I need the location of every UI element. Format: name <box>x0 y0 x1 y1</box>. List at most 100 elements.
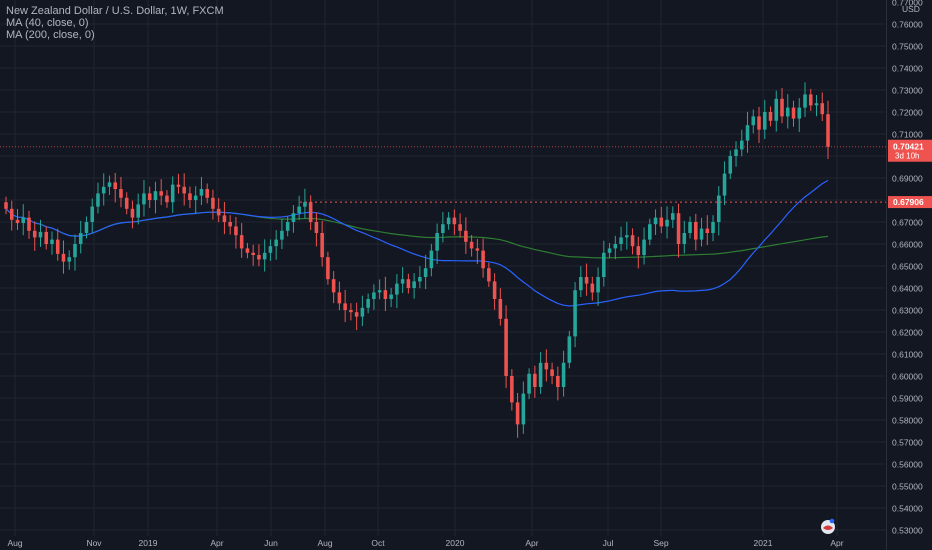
candle-down <box>320 233 324 258</box>
candle-up <box>395 283 399 295</box>
candle-down <box>487 268 491 282</box>
candle-up <box>774 98 779 121</box>
candle-up <box>625 235 629 238</box>
candle-up <box>734 149 738 156</box>
candle-up <box>21 217 26 224</box>
candle-up <box>400 279 405 284</box>
candle-up <box>285 222 290 231</box>
candle-down <box>176 184 181 187</box>
candle-up <box>602 252 606 277</box>
level-price-tag <box>888 196 932 209</box>
candle-down <box>165 195 169 203</box>
candle-up <box>762 112 767 130</box>
ma40-path <box>5 179 829 307</box>
candle-up <box>412 281 416 288</box>
indicator-ma40[interactable]: MA (40, close, 0) <box>6 17 89 29</box>
candle-down <box>331 279 336 293</box>
candle-down <box>515 402 520 425</box>
time-tick-label: Nov <box>86 538 102 548</box>
price-tick-label: 0.53000 <box>892 526 923 536</box>
candle-up <box>50 239 54 244</box>
candle-down <box>826 114 830 147</box>
candle-up <box>291 213 296 222</box>
candle-up <box>435 233 439 251</box>
countdown-label: 3d 10h <box>895 152 919 161</box>
candle-down <box>492 281 497 299</box>
last-price-label: 0.70421 <box>893 142 924 152</box>
price-tick-label: 0.55000 <box>892 482 923 492</box>
candle-down <box>159 191 163 196</box>
candle-down <box>481 250 485 269</box>
time-tick-label: Apr <box>830 538 843 548</box>
candle-down <box>308 202 313 222</box>
candle-down <box>245 248 250 253</box>
symbol-title[interactable]: New Zealand Dollar / U.S. Dollar, 1W, FX… <box>6 5 224 17</box>
candle-up <box>274 239 278 247</box>
price-axis[interactable]: 0.77000 0.76000 0.75000 0.74000 0.73000 0.720… <box>886 0 932 550</box>
candle-down <box>314 222 319 233</box>
price-tick-label: 0.65000 <box>892 262 923 272</box>
candle-up <box>561 362 566 387</box>
candle-down <box>257 255 261 260</box>
candle-up <box>607 248 612 253</box>
candle-down <box>510 376 514 403</box>
candle-up <box>153 191 158 200</box>
candle-up <box>84 222 89 233</box>
candle-up <box>665 219 669 227</box>
candle-up <box>268 246 273 253</box>
candle-down <box>147 193 152 200</box>
candle-down <box>768 112 773 121</box>
candle-up <box>711 222 715 233</box>
time-tick-label: 2021 <box>754 538 773 548</box>
candle-up <box>73 244 77 258</box>
candle-up <box>280 230 284 240</box>
price-unit-label: USD <box>902 4 920 14</box>
candle-up <box>699 228 704 240</box>
candle-down <box>544 362 549 370</box>
brand-logo-icon[interactable] <box>819 517 837 535</box>
candle-down <box>188 193 192 200</box>
candle-down <box>757 116 761 130</box>
candle-up <box>785 107 790 117</box>
time-axis[interactable]: Aug Nov 2019 Apr Jun Aug Oct 2020 Apr Jul Sep 2021 A… <box>7 538 843 548</box>
candle-up <box>573 290 577 337</box>
candle-down <box>44 231 49 244</box>
candle-up <box>579 277 583 291</box>
candle-down <box>808 94 813 106</box>
time-tick-label: Jun <box>264 538 278 548</box>
candle-up <box>193 195 198 200</box>
price-tick-label: 0.63000 <box>892 306 923 316</box>
candle-up <box>101 186 106 194</box>
candle-down <box>705 228 710 233</box>
candle-down <box>234 226 238 236</box>
candle-down <box>556 376 560 387</box>
candle-down <box>406 279 411 288</box>
time-tick-label: 2019 <box>139 538 158 548</box>
price-tick-label: 0.59000 <box>892 394 923 404</box>
price-tick-label: 0.64000 <box>892 284 923 294</box>
candle-down <box>113 182 117 189</box>
candle-up <box>96 193 100 207</box>
candle-down <box>337 292 342 304</box>
price-tick-label: 0.77000 <box>892 0 923 8</box>
candle-up <box>366 299 370 308</box>
candle-down <box>32 230 37 238</box>
candle-down <box>464 230 468 242</box>
price-tick-label: 0.56000 <box>892 460 923 470</box>
candle-down <box>498 299 503 319</box>
candle-up <box>751 116 756 126</box>
candle-up <box>418 277 422 282</box>
candle-down <box>228 222 232 227</box>
candle-up <box>423 268 428 277</box>
indicator-ma200[interactable]: MA (200, close, 0) <box>6 29 95 41</box>
price-tick-label: 0.62000 <box>892 328 923 338</box>
price-tick-label: 0.58000 <box>892 416 923 426</box>
candle-up <box>303 202 307 207</box>
price-tick-label: 0.67000 <box>892 218 923 228</box>
candle-down <box>343 303 347 310</box>
candle-down <box>458 224 462 231</box>
candle-up <box>619 237 623 244</box>
last-price-tag <box>888 139 932 162</box>
